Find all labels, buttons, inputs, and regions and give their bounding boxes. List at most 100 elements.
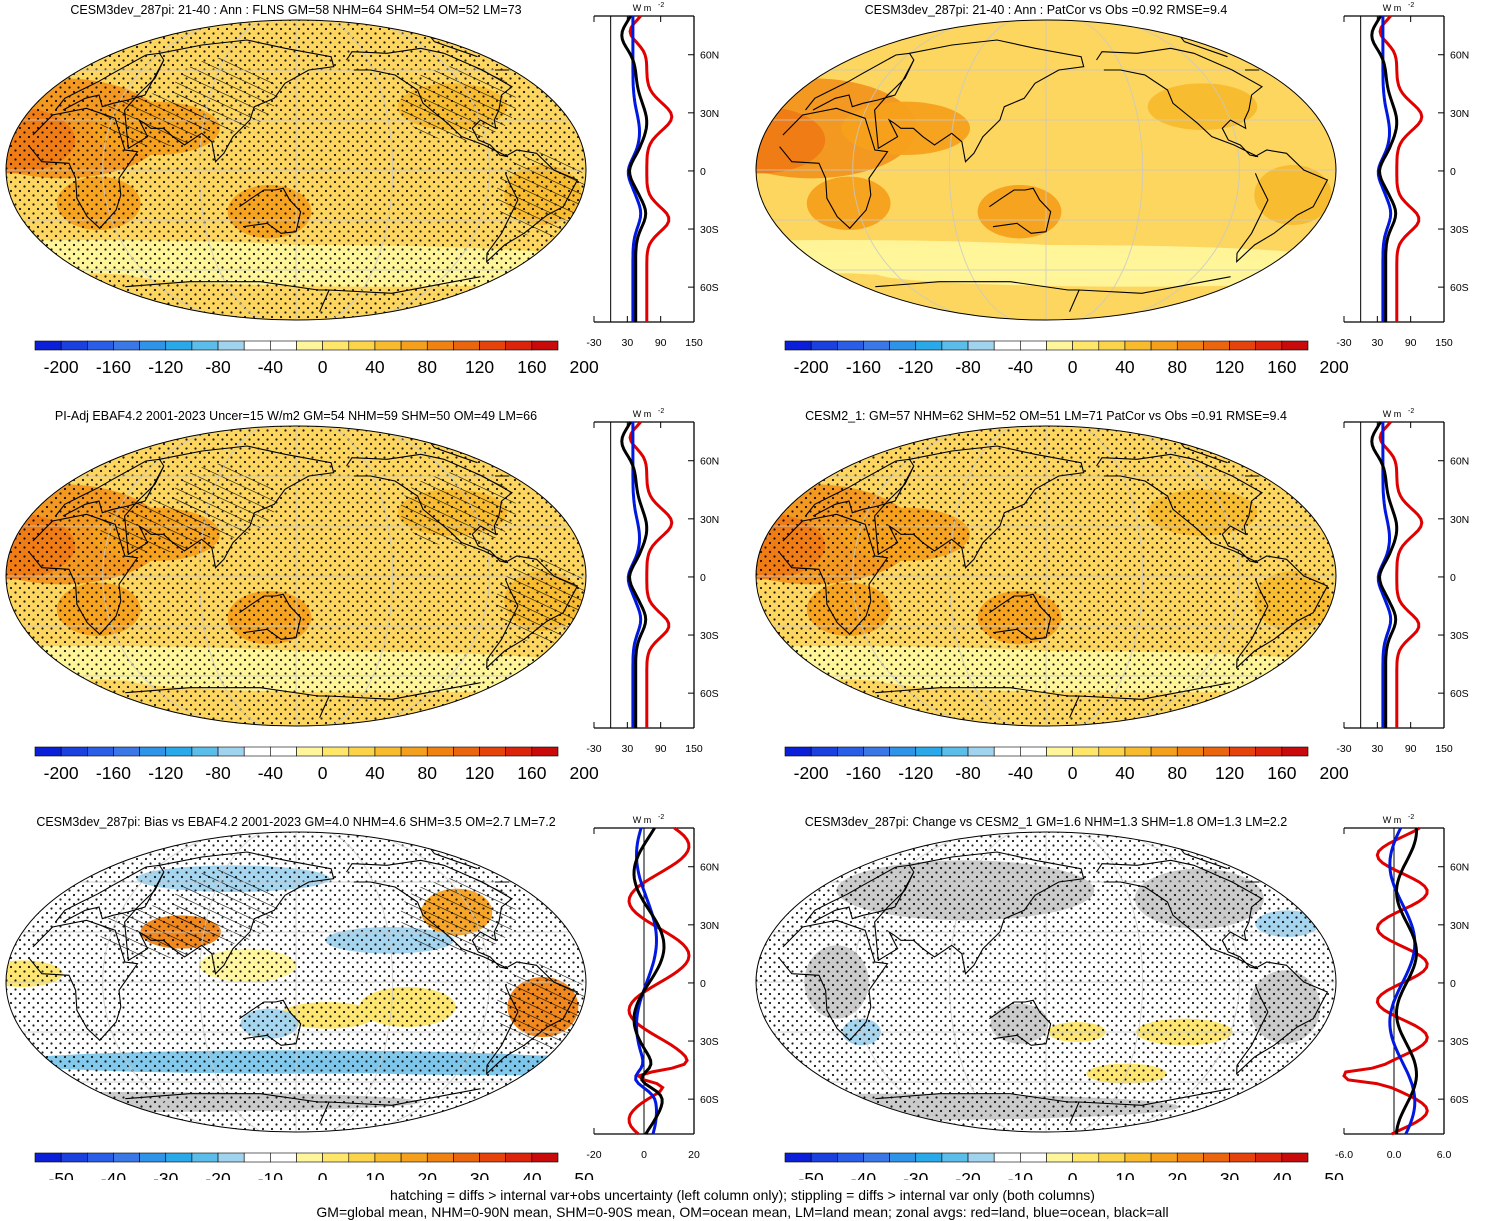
colorbar-swatch	[139, 340, 167, 351]
zonal-y-label: 30S	[700, 1036, 719, 1048]
colorbar: -200 -160 -120 -80 -40 0 40 80 120 160 200	[34, 340, 599, 377]
colorbar-label: 160	[517, 357, 546, 377]
colorbar-label: 200	[1320, 763, 1349, 783]
meridian	[364, 426, 490, 726]
coast-australia	[989, 187, 1052, 234]
colorbar-label: 0	[1068, 1169, 1078, 1180]
map-border	[5, 831, 587, 1133]
coast-asia	[874, 39, 1085, 163]
coast-australia	[989, 999, 1052, 1046]
zonal-x-label: -30	[1336, 337, 1351, 349]
field-blob	[876, 260, 1336, 287]
zonal-unit-exponent: -2	[1408, 408, 1414, 415]
colorbar-swatch	[941, 340, 969, 351]
map-border	[755, 831, 1337, 1133]
colorbar-swatch	[1203, 340, 1230, 351]
colorbar-swatch	[1281, 1152, 1309, 1163]
zonal-x-label: 90	[655, 337, 667, 349]
meridian	[364, 832, 490, 1132]
colorbar-label: 80	[1168, 763, 1188, 783]
colorbar-swatch	[837, 746, 864, 757]
colorbar-label: 120	[1215, 357, 1244, 377]
zonal-all-line	[1370, 421, 1399, 728]
colorbar-swatch	[1020, 340, 1047, 351]
coast-africa	[779, 919, 889, 1042]
zonal-x-label: 30	[1371, 337, 1383, 349]
colorbar-label: 160	[1267, 763, 1296, 783]
zonal-x-label: 30	[621, 337, 633, 349]
coast-antarctica	[125, 276, 481, 312]
coast-samerica	[486, 961, 579, 1076]
panel-title: CESM3dev_287pi: 21-40 : Ann : FLNS GM=58…	[70, 3, 521, 17]
meridian	[198, 832, 262, 1132]
zonal-land-line	[1378, 15, 1424, 322]
hatching	[400, 472, 517, 547]
colorbar-swatch	[915, 746, 943, 757]
coast-africa	[29, 919, 139, 1042]
meridian	[364, 20, 490, 320]
zonal-all-line	[632, 827, 666, 1135]
colorbar-swatch	[217, 340, 245, 351]
colorbar-label: 40	[1115, 357, 1135, 377]
map-field	[756, 832, 1336, 1132]
zonal-x-label: 6.0	[1437, 1149, 1452, 1161]
colorbar-label: -10	[1008, 1169, 1034, 1180]
zonal-y-label: 60N	[700, 50, 719, 62]
colorbar-swatch	[863, 746, 890, 757]
zonal-x-label: 30	[621, 743, 633, 755]
zonal-plot: -30 30 90 150 60N 30N 0 30S 60S W m -2	[586, 408, 719, 755]
colorbar-swatch	[243, 1152, 271, 1163]
colorbar-label: -80	[205, 357, 231, 377]
colorbar-label: -80	[205, 763, 231, 783]
figure: CESM3dev_287pi: 21-40 : Ann : FLNS GM=58…	[5, 2, 1469, 1180]
field-blob	[1147, 83, 1258, 130]
coast-namerica	[346, 47, 513, 158]
meridian	[102, 832, 228, 1132]
coast-antarctica	[875, 1088, 1231, 1124]
zonal-x-label: 30	[1371, 743, 1383, 755]
colorbar-swatch	[1176, 340, 1204, 351]
zonal-unit: W m	[1383, 409, 1402, 419]
coast-antarctica	[125, 682, 481, 718]
colorbar-swatch	[1255, 1152, 1283, 1163]
colorbar-swatch	[296, 1152, 323, 1163]
meridian	[102, 426, 228, 726]
colorbar-swatch	[296, 340, 323, 351]
colorbar-swatch	[810, 746, 838, 757]
meridian	[1114, 832, 1240, 1132]
colorbar-label: -200	[44, 357, 79, 377]
colorbar-swatch	[837, 1152, 864, 1163]
colorbar-swatch	[784, 1152, 812, 1163]
zonal-unit: W m	[1383, 815, 1402, 825]
zonal-x-label: 0	[641, 1149, 647, 1161]
map-field	[6, 426, 586, 726]
colorbar-label: 50	[1324, 1169, 1344, 1180]
coast-asia	[124, 851, 335, 975]
zonal-land-line	[628, 421, 674, 728]
colorbar-swatch	[400, 340, 428, 351]
graticule	[756, 20, 1336, 320]
coast-samerica	[1236, 555, 1329, 670]
colorbar-swatch	[191, 340, 219, 351]
map-field	[756, 20, 1336, 320]
colorbar-label: -20	[205, 1169, 231, 1180]
colorbar-swatch	[1098, 340, 1126, 351]
colorbar-label: 20	[418, 1169, 438, 1180]
meridian	[198, 20, 262, 320]
colorbar-swatch	[426, 1152, 454, 1163]
coast-africa	[29, 107, 139, 230]
zonal-x-label: 90	[1405, 743, 1417, 755]
zonal-y-label: 30S	[700, 224, 719, 236]
colorbar-label: -20	[955, 1169, 981, 1180]
hatching	[400, 66, 517, 141]
colorbar-label: 10	[365, 1169, 385, 1180]
colorbar-swatch	[426, 746, 454, 757]
zonal-ocean-line	[634, 827, 659, 1135]
colorbar-swatch	[243, 340, 271, 351]
colorbar-swatch	[1124, 340, 1152, 351]
colorbar-swatch	[243, 746, 271, 757]
colorbar: -200 -160 -120 -80 -40 0 40 80 120 160 200	[34, 746, 599, 783]
colorbar-label: 10	[1115, 1169, 1135, 1180]
zonal-y-label: 60S	[700, 282, 719, 294]
colorbar-swatch	[322, 746, 350, 757]
